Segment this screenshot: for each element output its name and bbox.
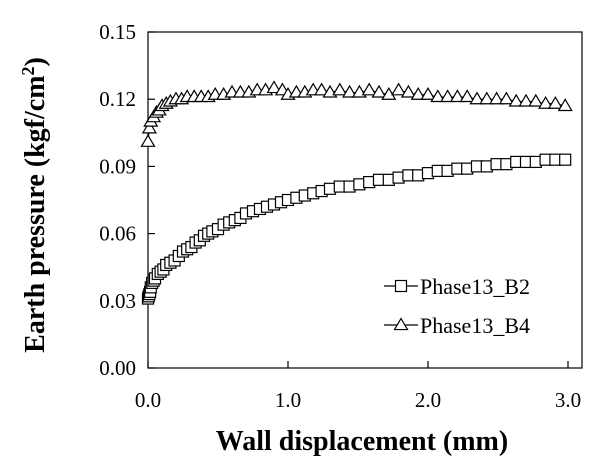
triangle-point <box>420 87 436 100</box>
plot-frame <box>147 31 583 369</box>
triangle-point <box>391 82 407 96</box>
triangle-point <box>430 89 446 103</box>
y-tick-label: 0.06 <box>99 222 136 246</box>
y-axis-title: Earth pressure (kgf/cm2) <box>18 57 51 353</box>
triangle-point <box>518 93 534 107</box>
triangle-point <box>547 95 563 109</box>
triangle-point <box>266 80 282 94</box>
y-tick-label: 0.12 <box>99 87 136 111</box>
triangle-point <box>449 89 465 103</box>
legend: Phase13_B2 Phase13_B4 <box>384 274 530 338</box>
triangle-point <box>508 93 524 107</box>
x-tick-label: 2.0 <box>415 388 441 412</box>
x-axis-title: Wall displacement (mm) <box>216 426 508 457</box>
triangle-point <box>141 120 157 134</box>
x-tick-label: 3.0 <box>555 388 581 412</box>
triangle-point <box>140 134 156 147</box>
triangle-point <box>498 91 514 105</box>
square-point <box>559 153 572 166</box>
legend-label-1: Phase13_B4 <box>420 313 530 338</box>
series-1 <box>140 80 573 147</box>
y-tick-label: 0.15 <box>99 20 136 44</box>
y-tick-label: 0.00 <box>99 356 136 380</box>
y-axis-title-superscript: 2 <box>18 66 38 75</box>
triangle-point <box>538 95 554 109</box>
y-tick-label: 0.03 <box>99 289 136 313</box>
legend-marker-0 <box>394 279 408 293</box>
triangle-point <box>332 82 348 96</box>
x-tick-label: 0.0 <box>135 388 161 412</box>
triangle-point <box>361 82 377 96</box>
triangle-point <box>342 84 358 98</box>
y-axis-title-close: ) <box>20 57 51 66</box>
triangle-point <box>479 91 495 105</box>
x-tick-label: 1.0 <box>275 388 301 412</box>
legend-marker-1 <box>393 317 409 331</box>
triangle-point <box>528 93 544 107</box>
triangle-point <box>469 91 485 105</box>
y-axis-title-main: Earth pressure (kgf/cm <box>20 75 51 352</box>
triangle-point <box>557 98 573 112</box>
y-tick-label: 0.09 <box>99 154 136 178</box>
triangle-point <box>440 89 456 103</box>
triangle-point <box>410 87 426 100</box>
triangle-point <box>459 89 475 103</box>
triangle-point <box>489 91 505 105</box>
legend-label-0: Phase13_B2 <box>420 274 530 299</box>
triangle-point <box>400 84 416 98</box>
plot-area: 0.00 0.03 0.06 0.09 0.12 0.15 0.0 1.0 2.0 3.0 <box>99 20 583 412</box>
triangle-point <box>314 82 330 96</box>
series-0 <box>141 153 572 305</box>
triangle-point <box>371 84 387 98</box>
